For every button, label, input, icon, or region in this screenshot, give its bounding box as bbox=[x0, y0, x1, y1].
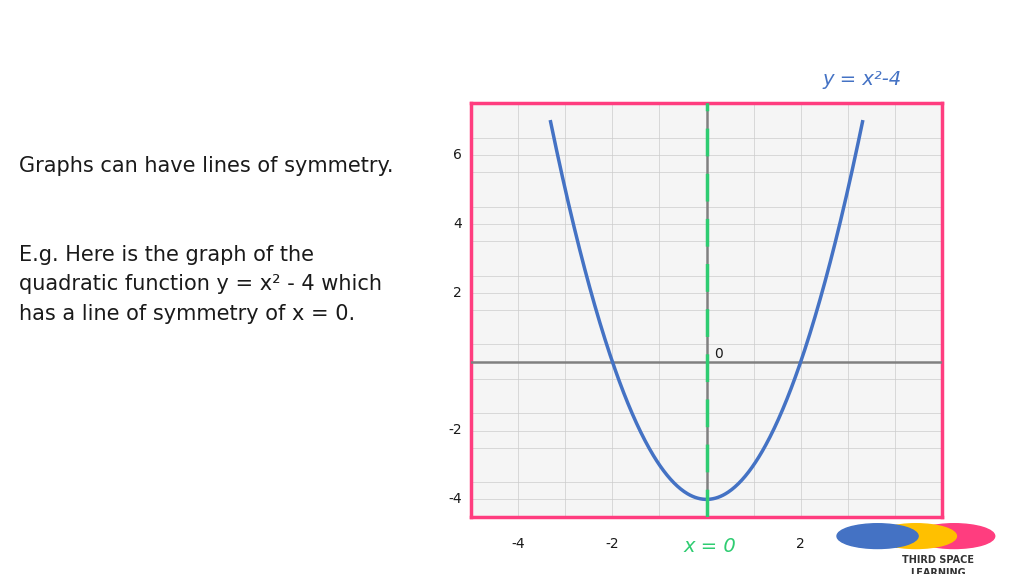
Text: -4: -4 bbox=[447, 492, 462, 506]
Text: Lines of symmetry: Lines of symmetry bbox=[23, 38, 427, 76]
Text: THIRD SPACE: THIRD SPACE bbox=[902, 554, 975, 565]
Text: 6: 6 bbox=[453, 148, 462, 162]
Text: 2: 2 bbox=[453, 286, 462, 300]
Text: Graphs can have lines of symmetry.: Graphs can have lines of symmetry. bbox=[18, 156, 393, 176]
Text: y = x²-4: y = x²-4 bbox=[822, 70, 901, 89]
Circle shape bbox=[876, 523, 956, 549]
Text: 0: 0 bbox=[714, 347, 722, 361]
Text: 4: 4 bbox=[453, 217, 462, 231]
Text: 4: 4 bbox=[891, 537, 899, 551]
Text: 2: 2 bbox=[797, 537, 805, 551]
Text: x = 0: x = 0 bbox=[683, 537, 736, 556]
Text: -2: -2 bbox=[605, 537, 620, 551]
Text: E.g. Here is the graph of the
quadratic function y = x² - 4 which
has a line of : E.g. Here is the graph of the quadratic … bbox=[18, 245, 382, 324]
Text: LEARNING: LEARNING bbox=[910, 568, 967, 574]
Circle shape bbox=[837, 523, 919, 549]
Text: -4: -4 bbox=[511, 537, 525, 551]
Text: -2: -2 bbox=[447, 424, 462, 437]
Circle shape bbox=[913, 523, 994, 549]
